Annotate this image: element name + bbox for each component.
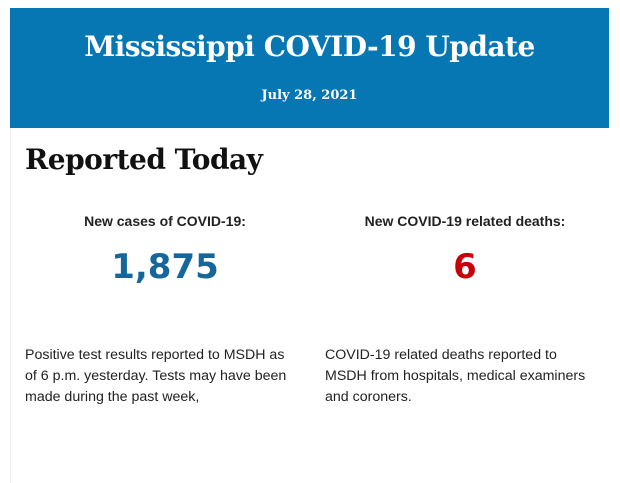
cases-description: Positive test results reported to MSDH a…	[25, 347, 287, 405]
deaths-description: COVID-19 related deaths reported to MSDH…	[325, 347, 586, 405]
deaths-label: New COVID-19 related deaths:	[364, 213, 566, 229]
deaths-value: 6	[453, 247, 477, 287]
page-title: Mississippi COVID-19 Update	[84, 30, 535, 63]
cases-label: New cases of COVID-19:	[84, 213, 246, 229]
content-border	[10, 128, 11, 483]
cases-panel: New cases of COVID-19: 1,875 Positive te…	[25, 213, 305, 405]
section-title: Reported Today	[25, 143, 263, 176]
cases-value: 1,875	[111, 247, 219, 287]
report-date: July 28, 2021	[261, 88, 358, 103]
deaths-panel: New COVID-19 related deaths: 6 COVID-19 …	[325, 213, 605, 405]
header-banner: Mississippi COVID-19 Update July 28, 202…	[10, 8, 609, 128]
